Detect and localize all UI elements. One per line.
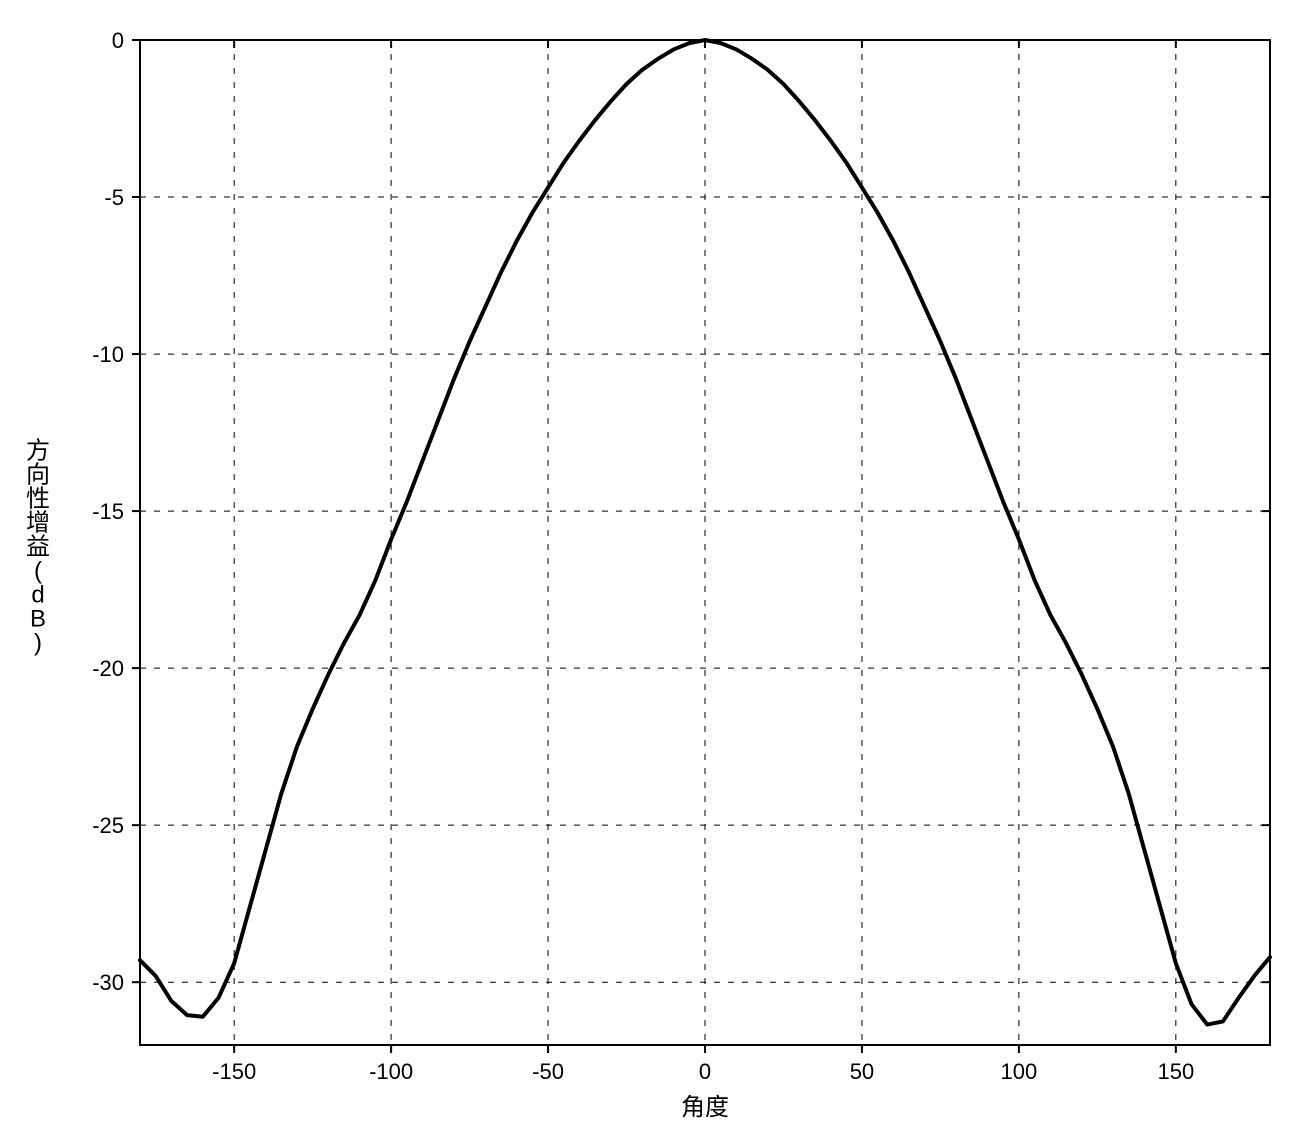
- y-axis-label: 向: [26, 462, 50, 489]
- xtick-label: 0: [699, 1059, 711, 1084]
- y-axis-label: ): [34, 630, 42, 657]
- y-axis-label: 方: [26, 438, 50, 465]
- y-axis-label: B: [30, 606, 46, 633]
- xtick-label: 100: [1001, 1059, 1038, 1084]
- ytick-label: -15: [92, 499, 124, 524]
- y-axis-label: 益: [26, 534, 50, 561]
- xtick-label: -100: [369, 1059, 413, 1084]
- y-axis-label: d: [31, 582, 44, 609]
- xtick-label: 50: [850, 1059, 874, 1084]
- y-axis-label: (: [34, 558, 42, 585]
- xtick-label: -50: [532, 1059, 564, 1084]
- xtick-label: 150: [1157, 1059, 1194, 1084]
- ytick-label: -10: [92, 342, 124, 367]
- chart-svg: -150-100-50050100150-30-25-20-15-10-50角度…: [0, 0, 1304, 1136]
- ytick-label: -25: [92, 813, 124, 838]
- ytick-label: -5: [104, 185, 124, 210]
- ytick-label: -20: [92, 656, 124, 681]
- gain-chart: -150-100-50050100150-30-25-20-15-10-50角度…: [0, 0, 1304, 1136]
- xtick-label: -150: [212, 1059, 256, 1084]
- x-axis-label: 角度: [681, 1094, 729, 1121]
- y-axis-label: 增: [26, 510, 50, 537]
- ytick-label: -30: [92, 970, 124, 995]
- y-axis-label: 性: [26, 486, 50, 513]
- ytick-label: 0: [112, 28, 124, 53]
